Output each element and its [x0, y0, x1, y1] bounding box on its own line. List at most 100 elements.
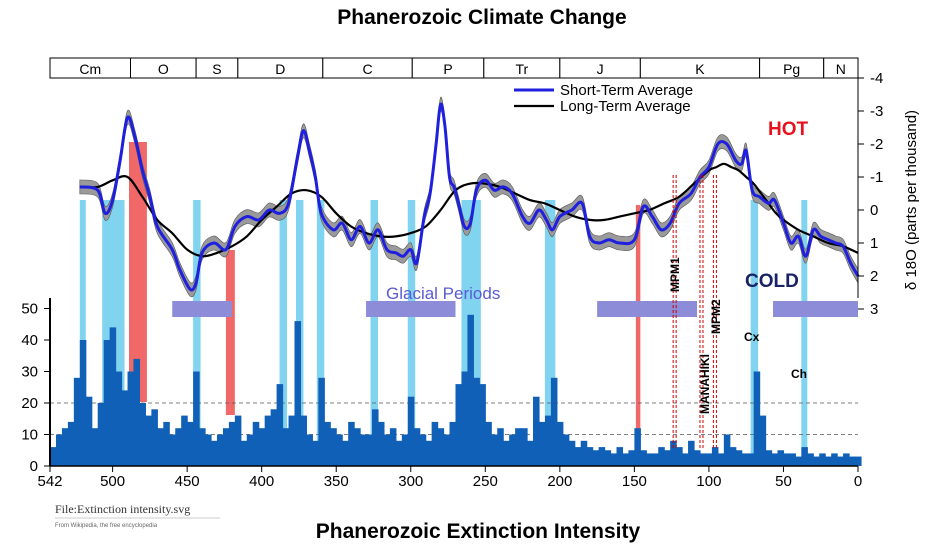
- extinction-bar: [377, 421, 385, 466]
- event-label-mpm2: MPM2: [709, 299, 723, 334]
- clim-y-tick-label-0: 0: [870, 202, 878, 219]
- extinction-bar: [419, 434, 427, 466]
- extinction-bar: [216, 434, 224, 466]
- top-title: Phanerozoic Climate Change: [337, 6, 626, 29]
- cold-band-9: [544, 200, 556, 466]
- ext-y-tick-label-30: 30: [21, 364, 38, 381]
- extinction-bar: [491, 434, 498, 466]
- extinction-bar: [747, 453, 755, 466]
- x-tick-label-542: 542: [37, 473, 62, 490]
- extinction-bar: [580, 440, 588, 466]
- extinction-bar: [705, 453, 713, 466]
- extinction-bar: [85, 396, 93, 466]
- extinction-bar: [389, 428, 397, 466]
- extinction-bar: [753, 371, 761, 466]
- extinction-bar: [622, 453, 629, 466]
- event-label-ch: Ch: [791, 367, 807, 381]
- climate-y-ticks: -4 -3 -2 -1 0 1 2 3: [858, 70, 883, 318]
- glacial-periods-label: Glacial Periods: [386, 284, 500, 303]
- extinction-bar: [634, 428, 641, 466]
- glacial-bars: [172, 301, 858, 317]
- extinction-bar: [270, 409, 278, 466]
- hot-bands: [129, 142, 641, 455]
- legend-label-short: Short-Term Average: [560, 82, 693, 99]
- ext-y-tick-label-40: 40: [21, 332, 38, 349]
- extinction-bar: [825, 456, 832, 466]
- extinction-bar: [515, 428, 522, 466]
- event-label-manahiki: MANAHIKI: [698, 354, 712, 414]
- extinction-bar: [175, 428, 182, 466]
- extinction-bar: [318, 377, 325, 466]
- extinction-bar: [682, 453, 689, 466]
- extinction-bar: [401, 434, 409, 466]
- extinction-bar: [228, 421, 236, 466]
- clim-y-tick-label--1: -1: [870, 169, 883, 186]
- event-lines: [672, 175, 717, 450]
- clim-y-tick-label--2: -2: [870, 136, 883, 153]
- extinction-bar: [145, 415, 152, 466]
- extinction-bar: [550, 377, 558, 466]
- extinction-bar: [360, 434, 367, 466]
- extinction-bar: [67, 421, 75, 466]
- file-caption: File:Extinction intensity.svg: [55, 502, 190, 516]
- extinction-bar: [121, 390, 129, 466]
- period-label-cm: Cm: [79, 61, 101, 77]
- legend-label-long: Long-Term Average: [560, 98, 691, 115]
- extinction-bar: [640, 450, 647, 466]
- cold-band-6: [370, 200, 378, 466]
- extinction-bar: [395, 440, 403, 466]
- glacial-bar-0: [172, 301, 232, 317]
- period-label-k: K: [695, 61, 705, 77]
- extinction-bar: [664, 450, 671, 466]
- extinction-bar: [467, 314, 474, 466]
- extinction-bar: [103, 340, 111, 466]
- extinction-bar: [276, 384, 284, 466]
- period-label-tr: Tr: [515, 61, 528, 77]
- period-label-n: N: [836, 61, 846, 77]
- extinction-bar: [181, 415, 188, 466]
- extinction-bar: [777, 450, 785, 466]
- extinction-bar: [115, 371, 123, 466]
- x-axis-ticks: 542 500 450 400 350 300 250 200 150 100 50 0: [37, 466, 862, 490]
- extinction-bar: [544, 415, 552, 466]
- extinction-bar: [97, 403, 105, 466]
- extinction-bar: [91, 428, 99, 466]
- extinction-bar: [73, 377, 81, 466]
- extinction-bar: [366, 434, 373, 466]
- extinction-bar: [533, 396, 540, 466]
- cold-band-2: [193, 200, 201, 466]
- extinction-bar: [163, 421, 170, 466]
- extinction-bar: [264, 415, 272, 466]
- extinction-bar: [556, 421, 564, 466]
- extinction-bar: [837, 456, 844, 466]
- climate-y-axis-label: δ 18O (parts per thousand): [903, 110, 920, 290]
- hot-band-1: [225, 250, 235, 415]
- extinction-bar: [574, 447, 582, 466]
- period-label-s: S: [212, 61, 221, 77]
- extinction-bar: [855, 456, 862, 466]
- clim-y-tick-label-3: 3: [870, 301, 878, 318]
- extinction-bar: [455, 384, 463, 466]
- period-label-o: O: [158, 61, 169, 77]
- extinction-bar: [473, 377, 480, 466]
- cold-band-0: [79, 200, 86, 466]
- extinction-bar: [79, 340, 87, 466]
- extinction-bar: [437, 428, 445, 466]
- x-tick-label-0: 0: [854, 473, 862, 490]
- extinction-bar: [849, 456, 856, 466]
- extinction-bar: [688, 440, 695, 466]
- climate-plot-area: [50, 58, 858, 298]
- extinction-bar: [676, 447, 683, 466]
- cold-band-7: [407, 200, 416, 466]
- extinction-bar: [604, 450, 612, 466]
- extinction-bar: [485, 421, 492, 466]
- extinction-bar: [151, 409, 158, 466]
- period-bar: Cm O S D C P Tr J K Pg N: [49, 57, 859, 79]
- extinction-bar: [795, 456, 802, 466]
- extinction-bar: [294, 321, 302, 466]
- x-tick-label-250: 250: [473, 473, 498, 490]
- extinction-bar: [407, 396, 415, 466]
- extinction-bar: [425, 440, 433, 466]
- extinction-bar: [431, 421, 439, 466]
